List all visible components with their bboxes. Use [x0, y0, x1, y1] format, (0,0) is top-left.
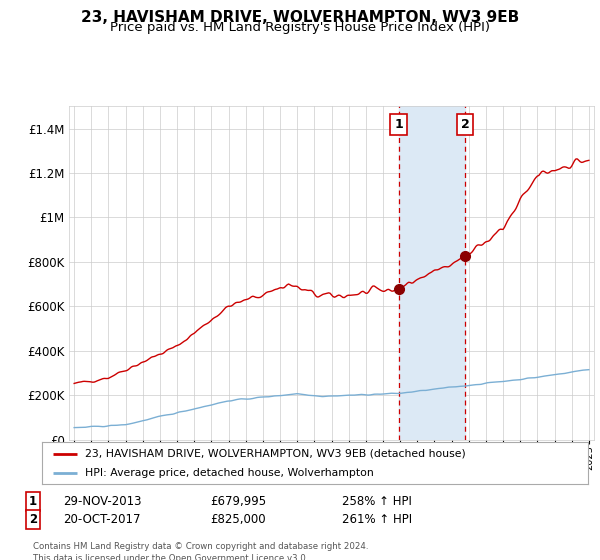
Text: Contains HM Land Registry data © Crown copyright and database right 2024.
This d: Contains HM Land Registry data © Crown c…: [33, 542, 368, 560]
Text: 29-NOV-2013: 29-NOV-2013: [63, 494, 142, 508]
Text: HPI: Average price, detached house, Wolverhampton: HPI: Average price, detached house, Wolv…: [85, 468, 373, 478]
Text: £679,995: £679,995: [210, 494, 266, 508]
Text: 2: 2: [29, 513, 37, 526]
Text: 1: 1: [29, 494, 37, 508]
Bar: [398, 106, 465, 440]
Text: 23, HAVISHAM DRIVE, WOLVERHAMPTON, WV3 9EB: 23, HAVISHAM DRIVE, WOLVERHAMPTON, WV3 9…: [81, 10, 519, 25]
Text: 258% ↑ HPI: 258% ↑ HPI: [342, 494, 412, 508]
Text: 2: 2: [461, 118, 470, 131]
Text: 261% ↑ HPI: 261% ↑ HPI: [342, 513, 412, 526]
Text: £825,000: £825,000: [210, 513, 266, 526]
Text: Price paid vs. HM Land Registry's House Price Index (HPI): Price paid vs. HM Land Registry's House …: [110, 21, 490, 34]
Text: 1: 1: [394, 118, 403, 131]
Text: 20-OCT-2017: 20-OCT-2017: [63, 513, 140, 526]
Text: 23, HAVISHAM DRIVE, WOLVERHAMPTON, WV3 9EB (detached house): 23, HAVISHAM DRIVE, WOLVERHAMPTON, WV3 9…: [85, 449, 466, 459]
